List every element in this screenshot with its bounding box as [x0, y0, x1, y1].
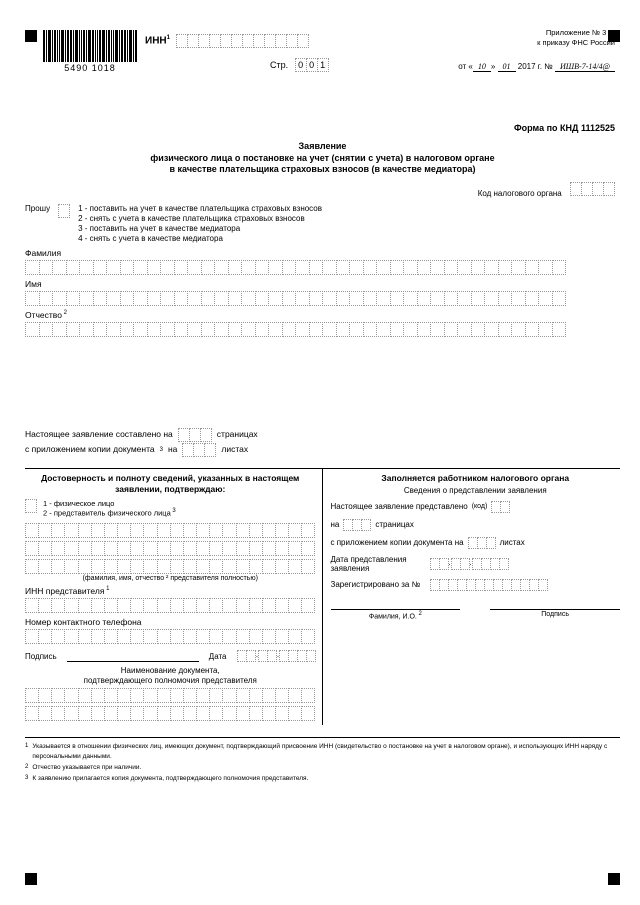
- patronymic-cells[interactable]: [25, 322, 620, 337]
- order-date: от «10» 01 2017 г. № ИШВ-7-14/4@: [458, 62, 615, 72]
- rep-surname[interactable]: [25, 523, 316, 538]
- rep-inn[interactable]: [25, 598, 316, 613]
- patronymic-label: Отчество 2: [25, 310, 620, 320]
- marker-bl: [25, 873, 37, 885]
- title: Заявление физического лица о постановке …: [25, 141, 620, 176]
- footnotes: 1Указывается в отношении физических лиц,…: [25, 737, 620, 782]
- form-code: Форма по КНД 1112525: [25, 123, 615, 133]
- tax-code-block: Код налогового органа: [25, 182, 615, 198]
- fio-hint: (фамилия, имя, отчество ² представителя …: [25, 575, 316, 582]
- official-sign: Фамилия, И.О. 2 Подпись: [331, 609, 621, 620]
- rep-type[interactable]: [25, 499, 37, 513]
- submit-code[interactable]: [491, 501, 510, 513]
- submit-attach[interactable]: [468, 537, 496, 549]
- submit-date[interactable]: . .: [430, 558, 509, 570]
- barcode-number: 5490 1018: [43, 63, 137, 73]
- barcode: 5490 1018: [43, 30, 137, 73]
- rep-inn-label: ИНН представителя 1: [25, 586, 316, 596]
- inn-label: ИНН1: [145, 35, 170, 46]
- pages-count[interactable]: [178, 428, 212, 442]
- surname-cells[interactable]: [25, 260, 620, 275]
- doc-row2[interactable]: [25, 706, 316, 721]
- marker-tl: [25, 30, 37, 42]
- tax-code-cells[interactable]: [570, 182, 615, 196]
- phone-label: Номер контактного телефона: [25, 617, 316, 627]
- doc-row1[interactable]: [25, 688, 316, 703]
- inn-cells[interactable]: [176, 34, 309, 48]
- attach-count[interactable]: [182, 443, 216, 457]
- request-row: Прошу 1 - поставить на учет в качестве п…: [25, 204, 620, 244]
- appendix-note: Приложение № 3 к приказу ФНС России: [537, 28, 615, 48]
- right-column: Заполняется работником налогового органа…: [323, 469, 621, 726]
- firstname-cells[interactable]: [25, 291, 620, 306]
- firstname-label: Имя: [25, 279, 620, 289]
- signature-line[interactable]: [67, 650, 199, 662]
- submit-pages[interactable]: [343, 519, 371, 531]
- rep-firstname[interactable]: [25, 541, 316, 556]
- marker-br: [608, 873, 620, 885]
- surname-label: Фамилия: [25, 248, 620, 258]
- rep-patronymic[interactable]: [25, 559, 316, 574]
- page-number: Стр. 0 0 1: [270, 58, 329, 72]
- doc-name: Наименование документа,подтверждающего п…: [25, 666, 316, 685]
- reg-number[interactable]: [430, 579, 548, 591]
- left-column: Достоверность и полноту сведений, указан…: [25, 469, 323, 726]
- phone-cells[interactable]: [25, 629, 316, 644]
- pages-block: Настоящее заявление составлено на страни…: [25, 427, 620, 458]
- two-column-block: Достоверность и полноту сведений, указан…: [25, 468, 620, 726]
- request-code[interactable]: [58, 204, 70, 218]
- sign-date[interactable]: . .: [237, 650, 316, 662]
